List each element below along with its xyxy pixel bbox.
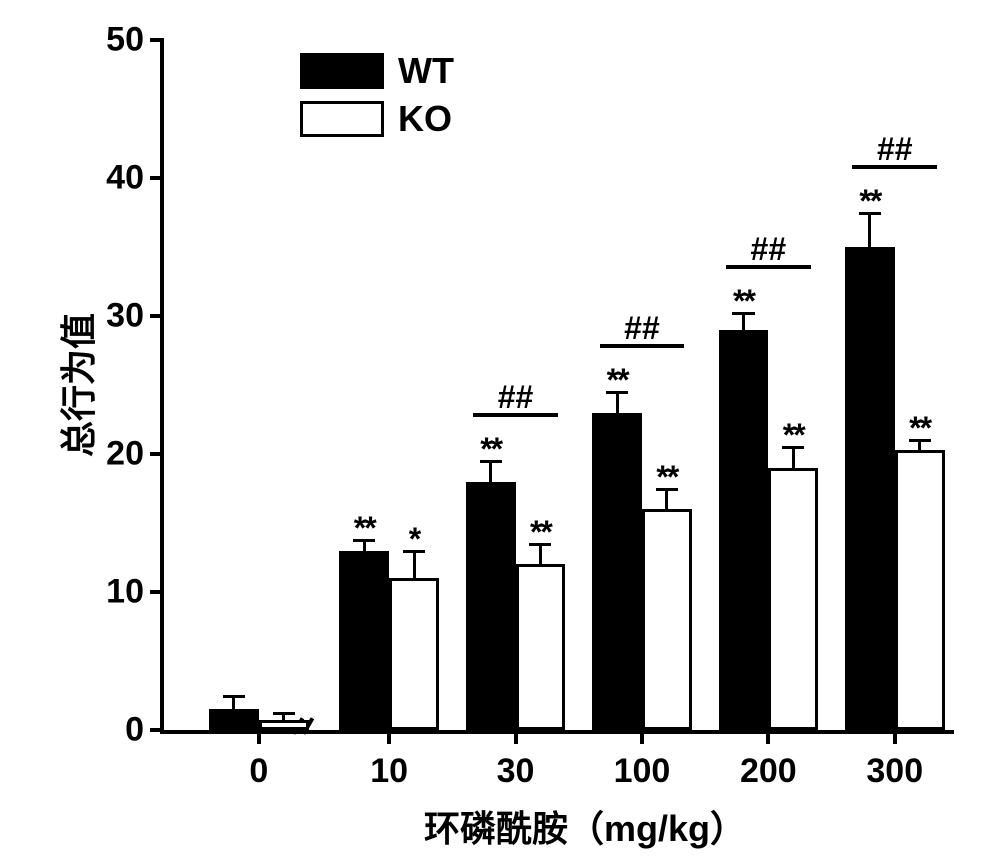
y-tick [150,38,164,42]
y-tick [150,314,164,318]
significance-mark: ** [909,410,930,447]
bar-ko [642,509,692,730]
error-cap [273,712,295,715]
plot-area: 0102030405001030100200300*******##****##… [160,40,954,734]
significance-mark: ** [859,183,880,220]
significance-mark: ** [733,283,754,320]
y-tick-label: 0 [125,711,144,750]
legend-item: KO [300,98,454,140]
x-tick-label: 300 [866,752,923,791]
x-tick [387,730,391,744]
x-axis-label: 环磷酰胺（mg/kg） [424,800,746,852]
x-tick-label: 30 [497,752,535,791]
significance-mark: ** [783,417,804,454]
bar-chart: 0102030405001030100200300*******##****##… [0,0,1000,858]
legend-label: KO [398,98,452,140]
bar-ko [516,564,566,730]
x-tick [893,730,897,744]
y-tick-label: 40 [106,159,144,198]
comparison-label: ## [624,310,660,347]
comparison-label: ## [877,131,913,168]
legend-swatch [300,53,384,89]
y-tick [150,452,164,456]
significance-mark: ** [354,510,375,547]
y-tick-label: 30 [106,297,144,336]
y-tick-label: 20 [106,435,144,474]
legend-swatch [300,101,384,137]
y-tick-label: 10 [106,573,144,612]
legend: WT KO [300,50,454,146]
legend-label: WT [398,50,454,92]
bar-ko [389,578,439,730]
error-cap [223,695,245,698]
x-tick [257,730,261,744]
comparison-label: ## [498,379,534,416]
y-tick-label: 50 [106,21,144,60]
bar-wt [845,247,895,730]
bar-ko [895,450,945,730]
bar-wt [339,551,389,730]
x-tick-label: 200 [740,752,797,791]
significance-mark: ** [607,362,628,399]
x-tick [514,730,518,744]
y-tick [150,590,164,594]
bar-ko [259,720,309,730]
x-tick-label: 10 [370,752,408,791]
x-tick-label: 100 [614,752,671,791]
comparison-label: ## [751,231,787,268]
bar-ko [768,468,818,730]
significance-mark: ** [530,514,551,551]
bar-wt [592,413,642,730]
bar-wt [466,482,516,730]
x-tick [640,730,644,744]
significance-mark: * [409,521,419,558]
bar-wt [719,330,769,730]
y-axis-label: 总行为值 [50,313,102,457]
bar-wt [209,709,259,730]
legend-item: WT [300,50,454,92]
x-tick [766,730,770,744]
error-bar [232,696,235,710]
significance-mark: ** [656,459,677,496]
y-tick [150,728,164,732]
significance-mark: ** [480,431,501,468]
x-tick-label: 0 [249,752,268,791]
y-tick [150,176,164,180]
